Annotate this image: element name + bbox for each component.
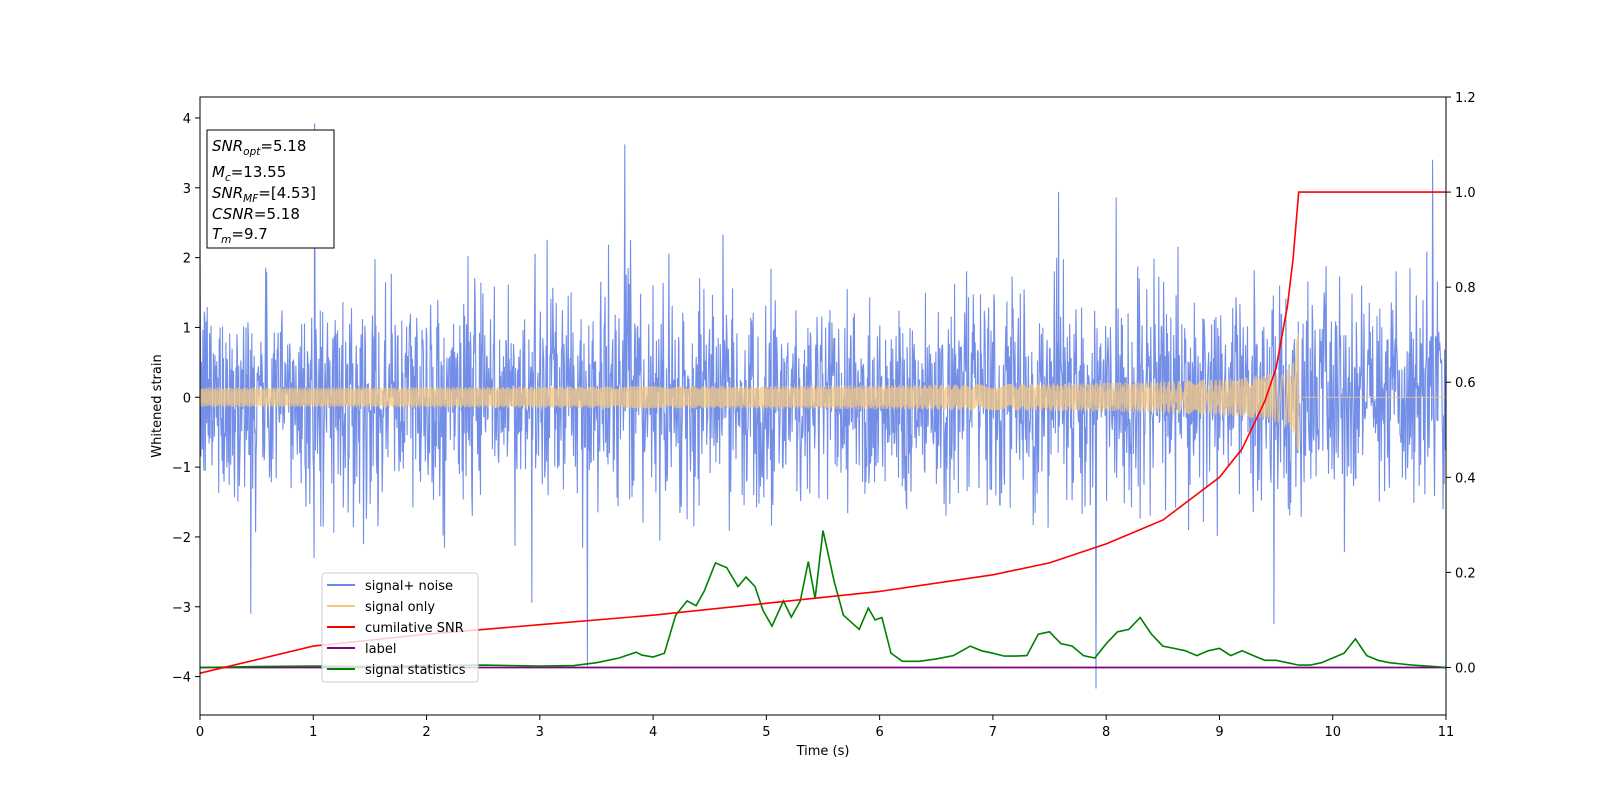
legend-label: signal+ noise	[365, 579, 453, 594]
y-tick-label: 4	[183, 112, 191, 127]
x-tick-label: 0	[196, 725, 204, 740]
y2-tick-label: 0.8	[1455, 281, 1476, 296]
annotation-line: CSNR=5.18	[212, 205, 300, 223]
x-tick-label: 1	[309, 725, 317, 740]
signal-only-line	[199, 333, 1446, 454]
y-tick-label: 2	[183, 252, 191, 267]
annotation-line: Tm=9.7	[212, 225, 268, 246]
cumulative-snr-line	[199, 191, 1446, 674]
x-tick-label: 6	[875, 725, 883, 740]
legend-label: cumilative SNR	[365, 621, 464, 636]
y-axis-label: Whitened strain	[150, 354, 165, 457]
x-tick-label: 8	[1102, 725, 1110, 740]
y2-tick-label: 0.2	[1455, 566, 1476, 581]
y2-tick-label: 0.4	[1455, 471, 1476, 486]
y-tick-label: 0	[183, 391, 191, 406]
y-tick-label: −4	[172, 671, 191, 686]
legend-label: label	[365, 642, 396, 657]
x-tick-label: 2	[422, 725, 430, 740]
y-tick-label: −1	[172, 461, 191, 476]
y2-tick-label: 0.6	[1455, 376, 1476, 391]
signal-statistics-line	[199, 530, 1447, 669]
legend-label: signal statistics	[365, 663, 466, 678]
y2-tick-label: 1.2	[1455, 91, 1476, 106]
annotation-box: SNRopt=5.18 Mc=13.55SNRMF=[4.53]CSNR=5.18…	[206, 129, 335, 249]
y2-tick-label: 1.0	[1455, 186, 1476, 201]
plot-frame	[199, 96, 1447, 716]
legend-frame	[321, 572, 479, 683]
legend-label: signal only	[365, 600, 435, 615]
y2-tick-label: 0.0	[1455, 661, 1476, 676]
signal-only-series	[199, 333, 1446, 454]
x-tick-label: 10	[1324, 725, 1341, 740]
annotation-line: SNRopt=5.18	[212, 137, 306, 158]
x-tick-label: 11	[1438, 725, 1455, 740]
x-tick-label: 9	[1215, 725, 1223, 740]
x-axis-label: Time (s)	[796, 744, 850, 759]
annotation-box-frame	[206, 129, 335, 249]
y-tick-label: 1	[183, 321, 191, 336]
x-tick-label: 4	[649, 725, 657, 740]
axes: 0 1 2 3 4 5 6 7 8 9 10 11 −4 −3 −2 −1 0 1 2 3 4 0.0 0.2 0.4 0.6 0…	[172, 91, 1476, 740]
y-tick-label: 3	[183, 182, 191, 197]
annotation-line: Mc=13.55	[212, 163, 286, 184]
x-tick-label: 7	[989, 725, 997, 740]
x-tick-label: 3	[536, 725, 544, 740]
x-tick-label: 5	[762, 725, 770, 740]
legend: signal+ noise signal only cumilative SNR la…	[321, 572, 479, 683]
y-tick-label: −2	[172, 531, 191, 546]
y-tick-label: −3	[172, 601, 191, 616]
annotation-line: SNRMF=[4.53]	[212, 184, 316, 205]
